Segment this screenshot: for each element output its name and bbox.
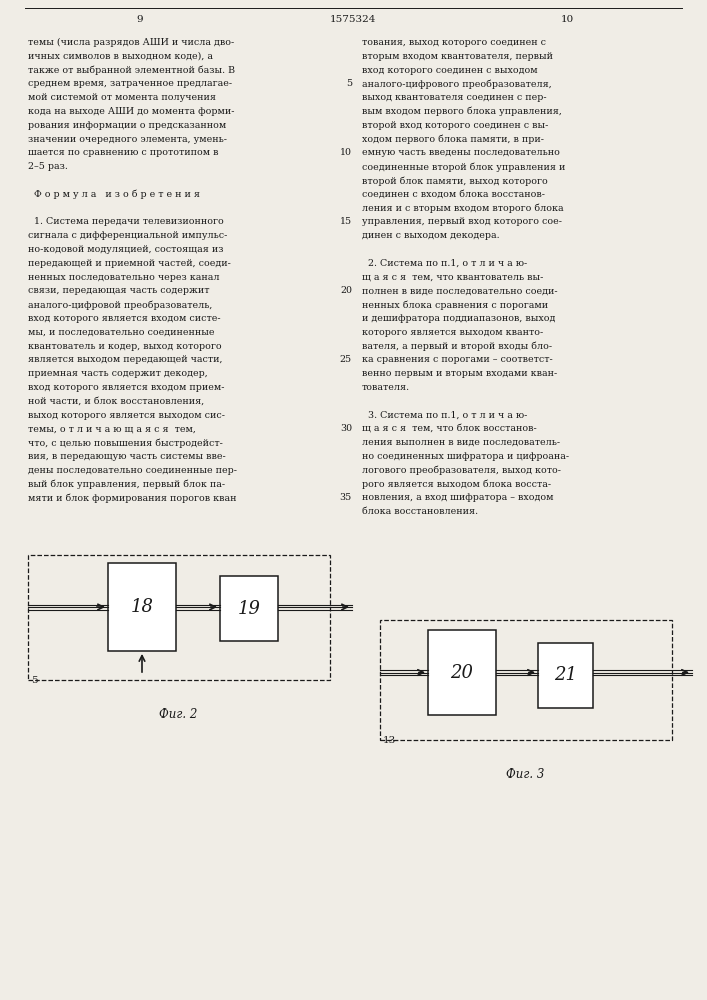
Text: вым входом первого блока управления,: вым входом первого блока управления, (362, 107, 562, 116)
Text: 25: 25 (340, 355, 352, 364)
Text: 2. Система по п.1, о т л и ч а ю-: 2. Система по п.1, о т л и ч а ю- (362, 259, 527, 268)
Text: темы, о т л и ч а ю щ а я с я  тем,: темы, о т л и ч а ю щ а я с я тем, (28, 424, 196, 433)
Text: дены последовательно соединенные пер-: дены последовательно соединенные пер- (28, 466, 237, 475)
Text: вателя, а первый и второй входы бло-: вателя, а первый и второй входы бло- (362, 342, 552, 351)
Text: 5: 5 (31, 676, 37, 685)
Text: ной части, и блок восстановления,: ной части, и блок восстановления, (28, 397, 204, 406)
Text: 3. Система по п.1, о т л и ч а ю-: 3. Система по п.1, о т л и ч а ю- (362, 411, 527, 420)
Text: 10: 10 (561, 15, 573, 24)
Text: 30: 30 (340, 424, 352, 433)
Text: среднем время, затраченное предлагае-: среднем время, затраченное предлагае- (28, 79, 232, 88)
Text: соединен с входом блока восстанов-: соединен с входом блока восстанов- (362, 190, 545, 199)
Text: ичных символов в выходном коде), а: ичных символов в выходном коде), а (28, 52, 213, 61)
Text: вия, в передающую часть системы вве-: вия, в передающую часть системы вве- (28, 452, 226, 461)
Text: ления и с вторым входом второго блока: ления и с вторым входом второго блока (362, 204, 563, 213)
Text: аналого-цифровой преобразователь,: аналого-цифровой преобразователь, (28, 300, 212, 310)
Text: блока восстановления.: блока восстановления. (362, 507, 478, 516)
Text: второй блок памяти, выход которого: второй блок памяти, выход которого (362, 176, 548, 186)
Text: мяти и блок формирования порогов кван: мяти и блок формирования порогов кван (28, 493, 237, 503)
Text: второй вход которого соединен с вы-: второй вход которого соединен с вы- (362, 121, 549, 130)
Bar (380, 620, 672, 740)
Text: 1575324: 1575324 (329, 15, 376, 24)
Text: также от выбранной элементной базы. В: также от выбранной элементной базы. В (28, 66, 235, 75)
Text: Ф о р м у л а   и з о б р е т е н и я: Ф о р м у л а и з о б р е т е н и я (28, 190, 200, 199)
Text: темы (числа разрядов АШИ и числа дво-: темы (числа разрядов АШИ и числа дво- (28, 38, 234, 47)
Text: 15: 15 (340, 217, 352, 226)
Text: тования, выход которого соединен с: тования, выход которого соединен с (362, 38, 546, 47)
Text: 20: 20 (450, 664, 474, 682)
Text: соединенные второй блок управления и: соединенные второй блок управления и (362, 162, 566, 172)
Text: ходом первого блока памяти, в при-: ходом первого блока памяти, в при- (362, 135, 544, 144)
Text: вход которого является входом систе-: вход которого является входом систе- (28, 314, 221, 323)
Text: щ а я с я  тем, что квантователь вы-: щ а я с я тем, что квантователь вы- (362, 273, 544, 282)
Text: ненных блока сравнения с порогами: ненных блока сравнения с порогами (362, 300, 548, 310)
Bar (428, 630, 496, 715)
Text: логового преобразователя, выход кото-: логового преобразователя, выход кото- (362, 466, 561, 475)
Text: мы, и последовательно соединенные: мы, и последовательно соединенные (28, 328, 214, 337)
Text: которого является выходом кванто-: которого является выходом кванто- (362, 328, 543, 337)
Text: Фиг. 2: Фиг. 2 (159, 708, 197, 721)
Text: 1. Система передачи телевизионного: 1. Система передачи телевизионного (28, 217, 223, 226)
Text: рования информации о предсказанном: рования информации о предсказанном (28, 121, 226, 130)
Text: новления, а вход шифратора – входом: новления, а вход шифратора – входом (362, 493, 554, 502)
Text: вторым входом квантователя, первый: вторым входом квантователя, первый (362, 52, 553, 61)
Text: ненных последовательно через канал: ненных последовательно через канал (28, 273, 219, 282)
Text: сигнала с дифференциальной импульс-: сигнала с дифференциальной импульс- (28, 231, 228, 240)
Text: вход которого соединен с выходом: вход которого соединен с выходом (362, 66, 537, 75)
Bar (28, 555, 330, 680)
Text: приемная часть содержит декодер,: приемная часть содержит декодер, (28, 369, 208, 378)
Text: 5: 5 (346, 79, 352, 88)
Text: щ а я с я  тем, что блок восстанов-: щ а я с я тем, что блок восстанов- (362, 424, 537, 433)
Text: ка сравнения с порогами – соответст-: ка сравнения с порогами – соответст- (362, 355, 553, 364)
Text: но соединенных шифратора и цифроана-: но соединенных шифратора и цифроана- (362, 452, 569, 461)
Text: 13: 13 (383, 736, 396, 745)
Text: 19: 19 (238, 599, 260, 617)
Bar (108, 563, 176, 651)
Text: рого является выходом блока восста-: рого является выходом блока восста- (362, 480, 551, 489)
Text: и дешифратора поддиапазонов, выход: и дешифратора поддиапазонов, выход (362, 314, 556, 323)
Text: передающей и приемной частей, соеди-: передающей и приемной частей, соеди- (28, 259, 231, 268)
Text: 35: 35 (340, 493, 352, 502)
Text: но-кодовой модуляцией, состоящая из: но-кодовой модуляцией, состоящая из (28, 245, 223, 254)
Bar (538, 643, 593, 708)
Text: 21: 21 (554, 666, 577, 684)
Text: выход которого является выходом сис-: выход которого является выходом сис- (28, 411, 225, 420)
Text: вход которого является входом прием-: вход которого является входом прием- (28, 383, 225, 392)
Text: квантователь и кодер, выход которого: квантователь и кодер, выход которого (28, 342, 221, 351)
Text: управления, первый вход которого сое-: управления, первый вход которого сое- (362, 217, 562, 226)
Text: венно первым и вторым входами кван-: венно первым и вторым входами кван- (362, 369, 557, 378)
Text: мой системой от момента получения: мой системой от момента получения (28, 93, 216, 102)
Text: тователя.: тователя. (362, 383, 410, 392)
Text: 2–5 раз.: 2–5 раз. (28, 162, 68, 171)
Text: 9: 9 (136, 15, 144, 24)
Text: Фиг. 3: Фиг. 3 (506, 768, 544, 781)
Text: 10: 10 (340, 148, 352, 157)
Text: аналого-цифрового преобразователя,: аналого-цифрового преобразователя, (362, 79, 551, 89)
Text: является выходом передающей части,: является выходом передающей части, (28, 355, 223, 364)
Text: полнен в виде последовательно соеди-: полнен в виде последовательно соеди- (362, 286, 558, 295)
Text: выход квантователя соединен с пер-: выход квантователя соединен с пер- (362, 93, 547, 102)
Text: что, с целью повышения быстродейст-: что, с целью повышения быстродейст- (28, 438, 223, 448)
Text: кода на выходе АШИ до момента форми-: кода на выходе АШИ до момента форми- (28, 107, 235, 116)
Text: динен с выходом декодера.: динен с выходом декодера. (362, 231, 500, 240)
Text: 18: 18 (131, 598, 153, 616)
Text: вый блок управления, первый блок па-: вый блок управления, первый блок па- (28, 480, 225, 489)
Text: 20: 20 (340, 286, 352, 295)
Text: емную часть введены последовательно: емную часть введены последовательно (362, 148, 560, 157)
Bar (220, 576, 278, 641)
Text: шается по сравнению с прототипом в: шается по сравнению с прототипом в (28, 148, 218, 157)
Text: значении очередного элемента, умень-: значении очередного элемента, умень- (28, 135, 227, 144)
Text: ления выполнен в виде последователь-: ления выполнен в виде последователь- (362, 438, 560, 447)
Text: связи, передающая часть содержит: связи, передающая часть содержит (28, 286, 209, 295)
